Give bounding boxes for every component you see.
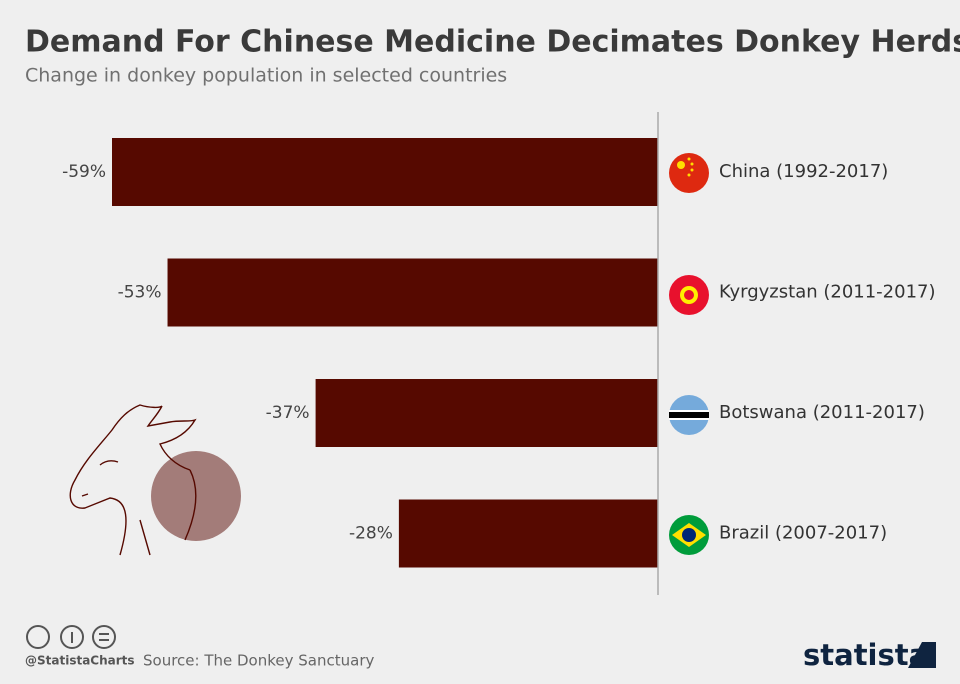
license-icons bbox=[26, 625, 116, 649]
brand-mark bbox=[908, 642, 936, 668]
footer-handle: @StatistaCharts bbox=[25, 654, 135, 668]
flag-china bbox=[669, 153, 709, 193]
flag-kyrgyzstan bbox=[669, 275, 709, 315]
category-label: Brazil (2007-2017) bbox=[719, 523, 887, 544]
bar bbox=[112, 138, 658, 206]
category-label: China (1992-2017) bbox=[719, 161, 888, 182]
chart-subtitle: Change in donkey population in selected … bbox=[25, 65, 507, 87]
category-label: Kyrgyzstan (2011-2017) bbox=[719, 282, 936, 303]
value-label: -53% bbox=[118, 283, 162, 303]
bar bbox=[315, 379, 658, 447]
footer-source: Source: The Donkey Sanctuary bbox=[143, 652, 374, 670]
value-label: -37% bbox=[266, 403, 310, 423]
brand-logo: statista bbox=[803, 638, 928, 672]
flag-brazil bbox=[669, 515, 709, 555]
bar bbox=[167, 258, 658, 327]
donkey-illustration bbox=[69, 404, 241, 556]
chart-title: Demand For Chinese Medicine Decimates Do… bbox=[25, 25, 960, 60]
value-label: -59% bbox=[62, 162, 106, 182]
bar bbox=[398, 499, 658, 568]
category-label: Botswana (2011-2017) bbox=[719, 402, 925, 423]
value-label: -28% bbox=[349, 524, 393, 544]
flag-botswana bbox=[669, 395, 709, 435]
